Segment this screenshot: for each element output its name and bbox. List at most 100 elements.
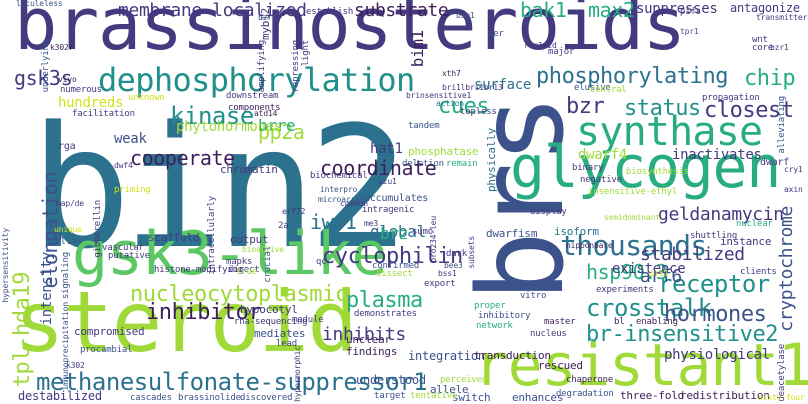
word: instance (720, 235, 772, 248)
word: action (436, 99, 464, 108)
word: nuclear (736, 219, 773, 229)
word: demonstrates (354, 309, 417, 319)
word: physiological (664, 347, 770, 363)
word: rna-sequencing (234, 317, 308, 327)
word: biochemical (310, 171, 368, 181)
word: bri1 (650, 269, 669, 278)
word: membrane-localized (118, 0, 307, 21)
word: roc1-id (524, 41, 557, 50)
word: display (530, 207, 567, 217)
word: signaling (61, 252, 71, 300)
word: enabling (636, 317, 678, 327)
word: cry1 (784, 165, 803, 174)
word: max2 (588, 0, 635, 22)
word: light (301, 40, 311, 67)
word: status (624, 96, 701, 121)
word: topless (460, 107, 497, 117)
word: dark (446, 249, 467, 259)
word: plasma (346, 288, 423, 313)
word: chip (744, 66, 796, 91)
word: network (476, 321, 513, 331)
word: cyclophilin (322, 244, 463, 269)
word: receptor (658, 270, 770, 298)
word: components (228, 103, 281, 113)
word: experiments (596, 285, 654, 295)
word: findings (346, 345, 398, 358)
word: physically (485, 128, 498, 193)
word: isoform (554, 225, 599, 238)
word: confirmed (372, 261, 420, 271)
word: chromatin (220, 163, 278, 176)
word: mapks (226, 257, 253, 267)
word: dissect (376, 269, 413, 279)
word: k302 (66, 361, 85, 370)
word: arf6 (640, 266, 682, 287)
word: methanesulfonate-suppressor1 (36, 368, 428, 396)
word: tpr1 (680, 27, 699, 36)
word: amplifying (257, 40, 267, 93)
word: transduction (474, 349, 551, 362)
word: brre (258, 116, 296, 135)
word: nipponbare (566, 241, 613, 250)
word: gsk3s (14, 66, 73, 90)
word: hypersensitivity (1, 228, 10, 303)
word: global (370, 222, 426, 241)
word: bioactive (242, 245, 284, 254)
word: central (590, 85, 627, 95)
word: unknown (128, 93, 165, 103)
word: destabilized (18, 389, 102, 403)
word: loculeless (16, 0, 63, 8)
word: master (544, 317, 576, 327)
word: transmitter (756, 13, 808, 22)
word: brassinolide (178, 393, 241, 403)
word: antagonize (730, 1, 800, 15)
word: intracellularly (207, 196, 217, 275)
word: bim1 (408, 30, 427, 68)
word: cues (438, 94, 490, 119)
word: cryptochrome (776, 206, 797, 332)
word: vivo (58, 75, 77, 84)
word: output (230, 233, 269, 246)
word: k302r (50, 43, 74, 52)
word: existence (612, 261, 686, 277)
word: direct (228, 265, 260, 275)
word: microarray (318, 195, 365, 204)
word: interpro (320, 185, 358, 194)
word: lead (276, 339, 297, 349)
word: suppresses (636, 1, 718, 17)
word: sixty-four (758, 393, 805, 402)
word: vitro (520, 291, 547, 301)
word: dwarf4 (578, 147, 627, 163)
word: integration (408, 349, 485, 363)
word: brz (380, 224, 408, 243)
word: understood (356, 373, 426, 387)
word: qc (316, 257, 327, 267)
word: common (340, 199, 368, 208)
word: establish (306, 7, 354, 17)
word: tpl-hda19 (10, 272, 35, 388)
word: hsp90.3 (586, 260, 668, 284)
word: pro234-leu (429, 216, 438, 263)
word: pp2a (258, 120, 305, 144)
word: iws1 (310, 210, 357, 234)
word: bzr1 (770, 43, 789, 52)
word: phytohormones (176, 119, 282, 135)
word: weak (114, 131, 147, 147)
word: priming (114, 185, 151, 195)
word: dwarf (760, 157, 790, 168)
word: axin (784, 185, 803, 194)
word: bin2 (30, 90, 409, 286)
word: geldanamycin (658, 204, 784, 225)
word: dephosphorylation (98, 61, 415, 99)
word: bak1 (520, 0, 567, 22)
word: degradation (556, 389, 614, 399)
word: bri1lbri1br13 (442, 83, 503, 92)
word: deletion (402, 159, 444, 169)
word: compromised (74, 325, 145, 338)
word: bss1 (438, 269, 457, 278)
word: three-fold (620, 389, 685, 402)
word: propagation (702, 93, 760, 103)
word: phosphatase (408, 145, 479, 158)
word: ser (488, 29, 504, 39)
